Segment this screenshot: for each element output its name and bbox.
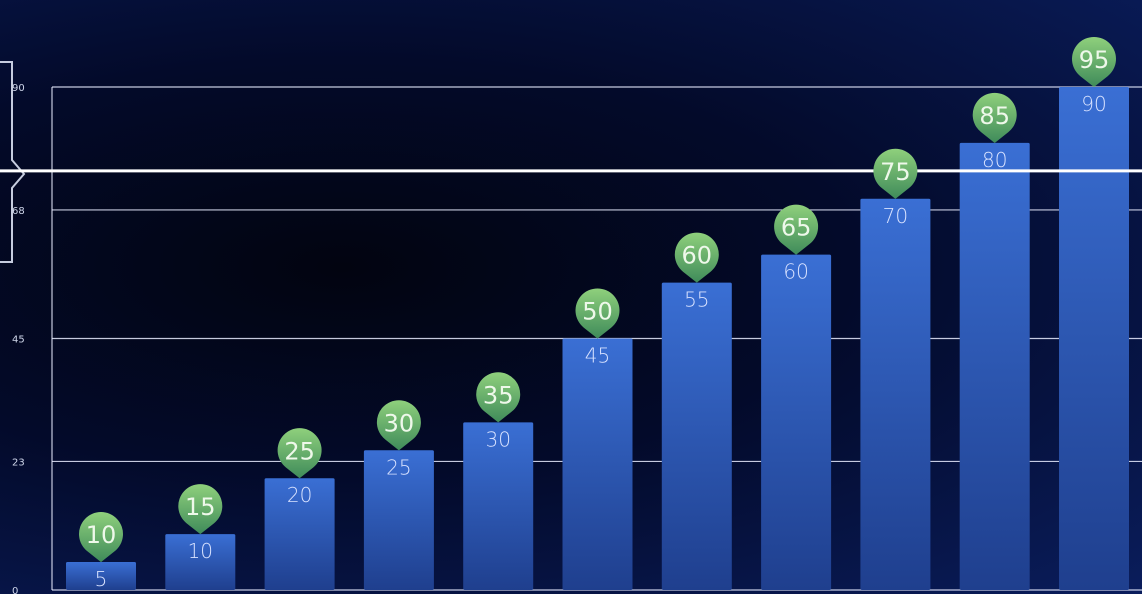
bar-group: 55 <box>661 282 732 590</box>
bar-group: 25 <box>363 450 434 590</box>
bar-value-label: 90 <box>1081 92 1106 116</box>
bar <box>661 282 732 590</box>
bar-group: 80 <box>959 142 1030 590</box>
bar-value-label: 5 <box>95 567 108 591</box>
pin-shape <box>972 92 1017 143</box>
bar-value-label: 25 <box>386 455 411 479</box>
marker-value-label: 50 <box>582 298 613 326</box>
marker-pin: 65 <box>774 204 819 255</box>
y-tick-label: 23 <box>12 457 25 468</box>
bar-group: 20 <box>264 478 335 590</box>
marker-pins: 10 15 25 30 35 50 60 65 75 85 95 <box>79 36 1116 563</box>
pin-shape <box>178 484 223 535</box>
marker-pin: 35 <box>476 372 521 423</box>
marker-pin: 60 <box>674 232 719 283</box>
marker-pin: 15 <box>178 484 223 535</box>
bar-group: 45 <box>562 338 633 590</box>
bar-value-label: 45 <box>585 344 610 368</box>
bar <box>761 254 832 590</box>
pin-shape <box>277 428 322 479</box>
left-bracket-icon <box>0 61 26 263</box>
bar-value-label: 70 <box>883 204 908 228</box>
bar-value-label: 30 <box>485 427 510 451</box>
bar <box>562 338 633 590</box>
bar-group: 30 <box>463 422 534 590</box>
y-tick-label: 90 <box>12 83 25 94</box>
bars: 5 10 20 25 30 45 55 60 70 80 90 <box>66 87 1129 591</box>
marker-pin: 25 <box>277 428 322 479</box>
marker-value-label: 10 <box>86 521 117 549</box>
bar-group: 5 <box>66 562 136 591</box>
bar <box>1059 87 1129 590</box>
pin-shape <box>476 372 521 423</box>
bar <box>165 534 236 590</box>
marker-value-label: 25 <box>284 437 315 465</box>
marker-value-label: 75 <box>880 158 911 186</box>
bar <box>264 478 335 590</box>
pin-shape <box>575 288 620 339</box>
marker-value-label: 60 <box>682 242 713 270</box>
bar-group: 10 <box>165 534 236 590</box>
pin-shape <box>79 512 123 563</box>
bar <box>363 450 434 590</box>
pin-shape <box>774 204 819 255</box>
marker-pin: 50 <box>575 288 620 339</box>
pin-shape <box>873 148 918 199</box>
bar-value-label: 55 <box>684 288 709 312</box>
bar <box>860 198 931 590</box>
bar <box>959 142 1030 590</box>
marker-value-label: 35 <box>483 381 514 409</box>
y-axis-ticks: 0 23 45 68 90 <box>12 83 25 594</box>
bar-value-label: 20 <box>287 483 312 507</box>
marker-pin: 95 <box>1071 36 1116 88</box>
pin-shape <box>1071 36 1116 88</box>
y-tick-label: 68 <box>12 206 25 217</box>
bar <box>463 422 534 590</box>
y-tick-label: 0 <box>12 586 18 594</box>
marker-pin: 30 <box>376 400 421 451</box>
marker-value-label: 95 <box>1079 46 1110 74</box>
marker-value-label: 65 <box>781 214 812 242</box>
marker-value-label: 85 <box>979 102 1010 130</box>
marker-pin: 75 <box>873 148 918 199</box>
bar-group: 60 <box>761 254 832 590</box>
bar-value-label: 80 <box>982 148 1007 172</box>
bar-value-label: 60 <box>783 260 808 284</box>
marker-value-label: 15 <box>185 493 216 521</box>
bar-value-label: 10 <box>188 539 213 563</box>
bar <box>66 562 136 590</box>
marker-value-label: 30 <box>384 409 415 437</box>
marker-pin: 85 <box>972 92 1017 143</box>
bar-group: 90 <box>1059 87 1129 590</box>
y-tick-label: 45 <box>12 335 25 346</box>
bar-group: 70 <box>860 198 931 590</box>
pin-shape <box>674 232 719 283</box>
marker-pin: 10 <box>79 512 123 563</box>
pin-shape <box>376 400 421 451</box>
